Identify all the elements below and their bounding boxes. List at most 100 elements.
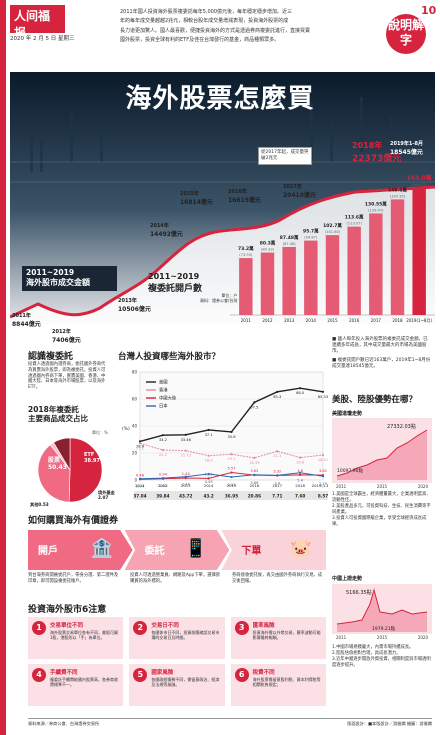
data-label: 18.51 <box>318 458 328 462</box>
series-point <box>299 473 302 476</box>
pie-label: 股票 50.43 <box>48 456 67 471</box>
accounts-title-text: 複委託開戶數 <box>148 284 203 294</box>
step-desc: 券商接收委託後，再交由國外券商執行交易，成交後回報。 <box>232 573 323 584</box>
volume-value: 7406億元 <box>52 337 81 344</box>
data-label: 3.32 <box>273 470 281 474</box>
x-tick-label: 2013 <box>181 483 191 488</box>
data-label: 22.2 <box>159 453 167 457</box>
accounts-title-block: 2011~2019 複委託開戶數 <box>148 272 202 294</box>
cn-low-label: 1979.21點 <box>372 625 396 632</box>
series-point <box>321 475 325 478</box>
explain-badge: 說明解字 <box>386 14 426 54</box>
total-row-value: 36.95 <box>225 494 238 499</box>
piggy-bank-icon: 🐷 <box>289 538 313 559</box>
x-tick-label: 2018 <box>295 483 305 488</box>
accounts-tick-label: 2017 <box>371 318 382 323</box>
pie-label-line: ETF <box>84 452 94 458</box>
legend-label: 日本 <box>159 403 168 410</box>
data-label: 19.1 <box>227 457 235 461</box>
accounts-value-label: 95.7萬 <box>303 228 319 235</box>
series-point <box>299 471 302 474</box>
step-desc: 投資人可透過營業員、網路及App下單，選擇欲購買的海外標的。 <box>130 573 221 584</box>
tip-card: 4 手續費不同 複委託手續費較國內股票高，各券商收費標準不一。 <box>28 664 124 706</box>
accounts-value-label: 73.2萬 <box>238 245 254 252</box>
legend-label: 中國大陸 <box>159 395 177 402</box>
bank-icon: 🏦 <box>90 538 114 559</box>
series-point <box>230 453 233 456</box>
pie-slice <box>68 437 103 503</box>
y-tick-label: 60 <box>132 397 138 402</box>
volume-value: 10506億元 <box>118 306 151 313</box>
tip-number: 2 <box>133 621 148 635</box>
data-label: 0.94 <box>136 485 145 489</box>
data-label: 1.42 <box>159 484 167 488</box>
note-2017: 從2017年起，成交量突破2兆元 <box>258 147 312 165</box>
data-label: 21.73 <box>181 454 191 458</box>
volume-value: 14492億元 <box>150 231 183 238</box>
volume-point-label: 2018年 22373億元 <box>352 140 401 164</box>
volume-value: 8844億元 <box>12 321 41 328</box>
series-point <box>138 477 142 480</box>
how-to-heading: 如何購買海外有價證券 <box>28 516 119 526</box>
tip-title: 稅費不同 <box>252 670 275 676</box>
pie-label-line: 2.07 <box>98 495 108 500</box>
tip-desc: 海外股票交易單位各有不同，美股可買1股，港股則以「手」為單位。 <box>50 630 118 641</box>
x-tick-label: 2019(1-8月) <box>312 483 328 488</box>
accounts-bar <box>325 235 340 315</box>
volume-point-label: 2014年 14492億元 <box>150 222 183 238</box>
data-label: 18.0 <box>205 459 214 463</box>
accounts-source-label: 資料：證券公會/台灣 <box>200 298 238 303</box>
total-row-value: 37.04 <box>133 494 146 499</box>
tip-number: 4 <box>32 668 46 682</box>
data-label: 0.48 <box>136 473 145 477</box>
date: 2020 年 2 月 5 日 <box>10 36 57 42</box>
accounts-value-label: 80.3萬 <box>260 240 276 247</box>
tips-grid: 1 交易單位不同 海外股票交易單位各有不同，美股可買1股，港股則以「手」為單位。… <box>28 617 326 706</box>
step-entrust: 委託 📱 <box>124 530 230 570</box>
x-tick-label: 2016 <box>250 483 260 488</box>
data-label: 2.19 <box>227 483 236 487</box>
data-label: 5.57 <box>227 466 235 470</box>
data-label: 2.44 <box>182 483 191 487</box>
tip-title: 交易日不同 <box>151 623 179 629</box>
accounts-bar <box>282 246 296 315</box>
accounts-bar <box>260 252 275 315</box>
series-point <box>138 440 142 443</box>
volume-point-label: 2017年 20410億元 <box>283 183 316 199</box>
tip-card: 2 交易日不同 各國休市日不同，投資前應確認交易市場的交易日及時間。 <box>129 617 225 659</box>
pie-slice <box>37 444 71 503</box>
intro-line: 2011年國人投資海外股票複委託每年5,000億元後，每年穩定穩步增加。近三 <box>120 9 293 15</box>
cn-chart-title: 中國上證走勢 <box>332 576 363 582</box>
accounts-tick-label: 2018 <box>392 318 403 323</box>
legend-label: 美國 <box>159 379 168 386</box>
step-title: 下單 <box>241 546 262 557</box>
series-point <box>230 430 233 434</box>
tip-title: 交易單位不同 <box>50 623 84 629</box>
volume-year: 2013年 <box>118 298 137 304</box>
accounts-value-label: 130.55萬 <box>365 200 387 207</box>
tip-title: 匯率風險 <box>252 623 275 629</box>
how-to-descs: 到台灣券商開複委託戶，帶身分證、第二證件及印章，即可開設複委託帳戶。 投資人可透… <box>28 573 326 585</box>
volume-year: 2016年 <box>228 189 247 195</box>
us-index-line <box>336 429 428 477</box>
data-label: 33.46 <box>181 438 192 442</box>
data-label: 0.94 <box>159 473 168 477</box>
y-tick-label: 0 <box>134 478 137 483</box>
series-point <box>184 433 187 436</box>
tip-desc: 各國休市日不同，投資前應確認交易市場的交易日及時間。 <box>151 630 220 641</box>
data-label: 37.1 <box>205 433 213 437</box>
trust-body: 投資人透過國內證券商，委託國外券商代為買賣海外股票，即為複委託。投資人可透過國內… <box>28 362 106 391</box>
accounts-bar-chart: 73.2萬(73.93) 2011 80.3萬(80.33) 2012 87.48萬(8… <box>230 174 435 323</box>
pie-label: 境外基金 2.07 <box>98 489 116 500</box>
pie-label-line: 其他0.53 <box>30 501 49 508</box>
market-line-chart: 0 20 40 60 80 (%) 28.6 33.2 33.46 37.1 35.6 57.5 65.… <box>122 370 328 500</box>
tip-desc: 海外股票需留意股利稅、資本利得稅等相關稅負規定。 <box>252 677 321 688</box>
accounts-bar <box>369 213 383 315</box>
accounts-tick-label: 2019(1~8月) <box>406 318 432 323</box>
legend-label: 香港 <box>159 387 168 394</box>
pie-label: 其他0.53 <box>30 501 49 508</box>
accounts-sub-label: (101.80) <box>325 230 341 234</box>
volume-point-label: 2019年1-8月 18545億元 <box>390 140 423 156</box>
tips-heading: 投資海外股市6注意 <box>28 605 107 615</box>
data-label: 16.6 <box>296 461 305 465</box>
